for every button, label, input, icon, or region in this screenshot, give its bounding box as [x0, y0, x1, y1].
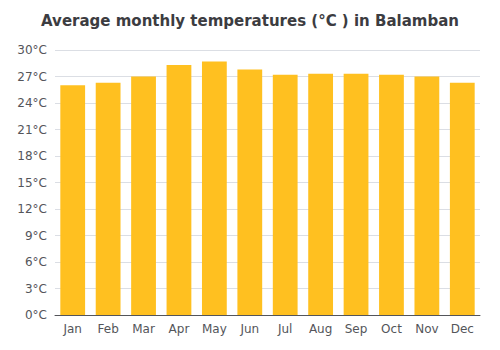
svg-text:6°C: 6°C — [25, 255, 47, 269]
svg-text:Aug: Aug — [309, 322, 332, 336]
svg-text:24°C: 24°C — [17, 96, 47, 110]
svg-text:30°C: 30°C — [17, 43, 47, 57]
svg-text:21°C: 21°C — [17, 123, 47, 137]
svg-text:Jun: Jun — [239, 322, 259, 336]
svg-text:Feb: Feb — [98, 322, 119, 336]
svg-text:Nov: Nov — [415, 322, 438, 336]
svg-text:Sep: Sep — [345, 322, 368, 336]
svg-text:18°C: 18°C — [17, 149, 47, 163]
svg-text:Jul: Jul — [277, 322, 292, 336]
svg-text:Average monthly temperatures (: Average monthly temperatures (°C ) in Ba… — [41, 12, 459, 30]
svg-text:0°C: 0°C — [25, 308, 47, 322]
svg-text:27°C: 27°C — [17, 70, 47, 84]
svg-text:Mar: Mar — [132, 322, 155, 336]
svg-text:May: May — [202, 322, 227, 336]
svg-text:12°C: 12°C — [17, 202, 47, 216]
svg-text:Oct: Oct — [381, 322, 402, 336]
svg-text:9°C: 9°C — [25, 229, 47, 243]
svg-text:Jan: Jan — [62, 322, 82, 336]
svg-text:Apr: Apr — [169, 322, 190, 336]
svg-text:3°C: 3°C — [25, 282, 47, 296]
svg-text:Dec: Dec — [451, 322, 474, 336]
svg-text:15°C: 15°C — [17, 176, 47, 190]
